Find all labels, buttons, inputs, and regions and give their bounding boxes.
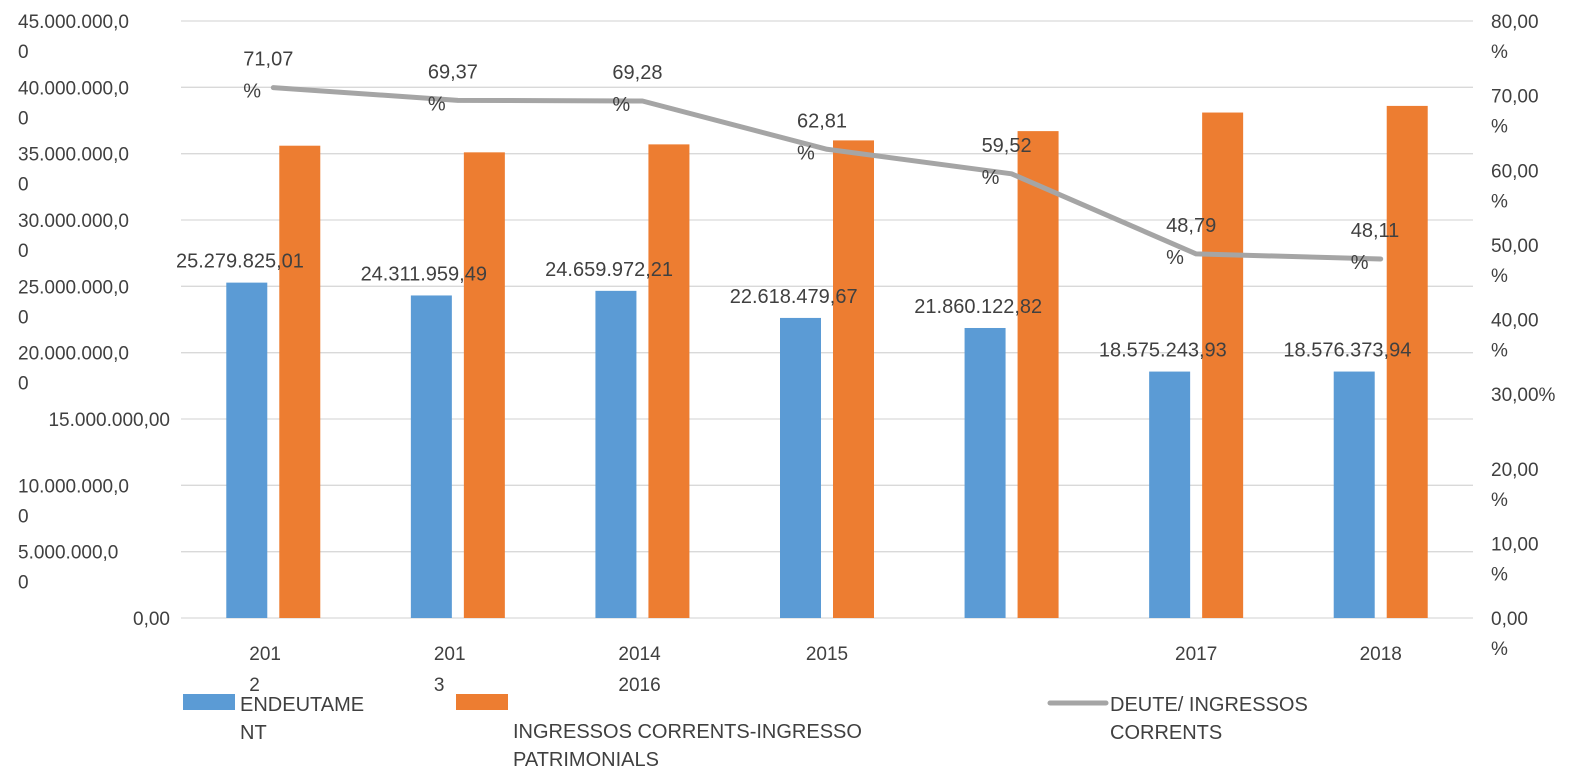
- right-axis-tick-label: 60,00%: [1491, 161, 1539, 212]
- bar-data-label: 21.860.122,82: [914, 296, 1042, 318]
- legend: ENDEUTAME NT INGRESSOS CORRENTS-INGRESSO PA…: [183, 694, 1308, 771]
- x-axis-tick-label: 201 3: [434, 644, 466, 696]
- right-axis-tick-label: 10,00%: [1491, 534, 1539, 585]
- bar-endeutament: [226, 282, 268, 618]
- legend-swatch: [456, 694, 508, 710]
- bar-ingressos: [463, 152, 505, 618]
- data-labels: 25.279.825,01 24.311.959,49 24.659.972,21 2…: [176, 49, 1411, 362]
- x-axis: 201 2 201 3 2014 2016 2015 2017 2018: [249, 644, 1402, 696]
- left-axis-tick-label: 30.000.000,0 0: [18, 211, 129, 262]
- left-axis-tick-label: 25.000.000,0 0: [18, 277, 129, 328]
- line-data-label: 48,79%: [1166, 215, 1216, 269]
- bar-endeutament: [1149, 371, 1191, 618]
- left-axis-tick-label: 40.000.000,0 0: [18, 78, 129, 129]
- left-axis: 0,00 5.000.000,0 0 10.000.000,0 0 15.000.000,…: [18, 12, 170, 630]
- legend-swatch: [183, 694, 235, 710]
- x-axis-tick-label: 2015: [806, 644, 848, 665]
- bar-ingressos: [279, 145, 321, 618]
- legend-label: DEUTE/ INGRESSOS CORRENTS: [1110, 694, 1308, 744]
- bar-endeutament: [1333, 371, 1375, 618]
- bar-endeutament: [780, 317, 821, 618]
- bar-ingressos: [1202, 112, 1244, 618]
- x-axis-tick-label: 2018: [1360, 644, 1402, 665]
- bar-endeutament: [410, 295, 452, 618]
- bar-ingressos: [833, 140, 874, 618]
- ratio-line-path: [270, 85, 1384, 262]
- bar-data-label: 22.618.479,67: [730, 286, 858, 308]
- left-axis-tick-label: 0,00: [133, 609, 170, 630]
- right-axis-tick-label: 50,00%: [1491, 236, 1539, 287]
- line-data-label: 69,37%: [428, 61, 478, 115]
- left-axis-tick-label: 45.000.000,0 0: [18, 12, 129, 63]
- bar-ingressos: [648, 144, 690, 618]
- bar-ingressos: [1017, 131, 1059, 618]
- gridlines: [181, 20, 1473, 619]
- line-data-label: 59,52%: [982, 135, 1032, 189]
- line-data-label: 71,07%: [243, 49, 293, 103]
- legend-label: INGRESSOS CORRENTS-INGRESSO PATRIMONIALS: [513, 721, 862, 771]
- bar-data-label: 25.279.825,01: [176, 251, 304, 273]
- x-axis-tick-label: 201 2: [249, 644, 281, 696]
- left-axis-tick-label: 15.000.000,00: [48, 410, 170, 431]
- bar-data-label: 24.311.959,49: [361, 263, 487, 285]
- bar-ingressos: [1386, 105, 1428, 618]
- line-data-label: 69,28%: [612, 62, 662, 116]
- x-axis-tick-label: 2014 2016: [618, 644, 661, 696]
- bar-data-label: 24.659.972,21: [545, 259, 673, 281]
- left-axis-tick-label: 35.000.000,0 0: [18, 145, 129, 196]
- bars: [226, 105, 1428, 618]
- right-axis-tick-label: 40,00%: [1491, 311, 1539, 362]
- right-axis-tick-label: 80,00%: [1491, 12, 1539, 63]
- bar-data-label: 18.576.373,94: [1283, 340, 1411, 362]
- line-data-label: 48,11%: [1351, 220, 1400, 274]
- bar-data-label: 18.575.243,93: [1099, 340, 1227, 362]
- left-axis-tick-label: 5.000.000,0 0: [18, 543, 118, 594]
- right-axis: 0,00 % 10,00 % 20,00 % 30,00% 40,00 % 50,00 % 60,00…: [1491, 12, 1556, 660]
- bar-endeutament: [595, 290, 637, 618]
- legend-label: ENDEUTAME NT: [240, 694, 364, 744]
- bar-endeutament: [964, 327, 1006, 618]
- right-axis-tick-label: 70,00%: [1491, 87, 1539, 138]
- line-data-label: 62,81%: [797, 110, 847, 164]
- right-axis-tick-label: 20,00%: [1491, 460, 1539, 511]
- right-axis-tick-label: 0,00%: [1491, 609, 1528, 660]
- x-axis-tick-label: 2017: [1175, 644, 1217, 665]
- left-axis-tick-label: 10.000.000,0 0: [18, 476, 129, 527]
- right-axis-tick-label: 30,00%: [1491, 385, 1556, 406]
- ratio-line: [270, 85, 1384, 262]
- left-axis-tick-label: 20.000.000,0 0: [18, 344, 129, 395]
